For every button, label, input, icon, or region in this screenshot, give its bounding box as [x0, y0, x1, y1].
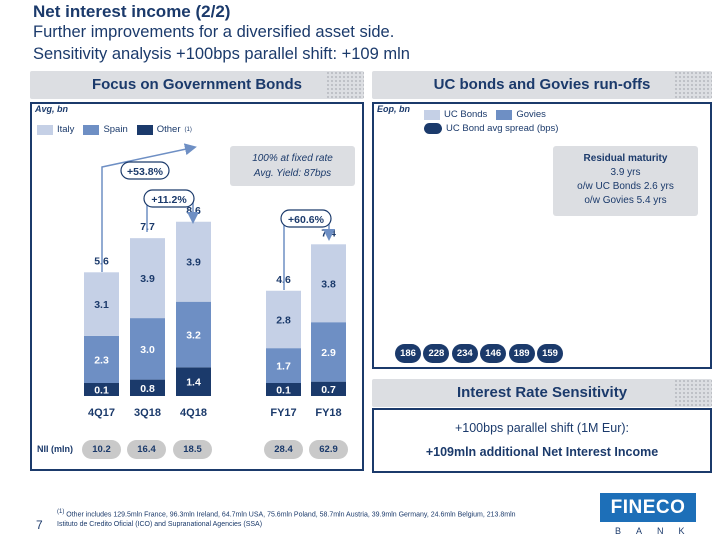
residual-value: 3.9 yrs [610, 167, 641, 178]
fixed-rate-text: 100% at fixed rate [252, 153, 333, 164]
nii-4q18: 18.5 [173, 440, 212, 459]
residual-maturity-box: Residual maturity 3.9 yrs o/w UC Bonds 2… [553, 146, 698, 216]
legend-govies-swatch [496, 109, 513, 120]
legend-govies: Govies [516, 109, 546, 120]
legend-spread: UC Bond avg spread (bps) [446, 123, 559, 134]
spread-pill-2020: 228 [423, 344, 450, 363]
irs-box [372, 408, 712, 473]
avg-yield-text: Avg. Yield: 87bps [253, 168, 332, 179]
page-number: 7 [36, 518, 43, 532]
nii-3q18: 16.4 [127, 440, 166, 459]
spread-pill-2021: 234 [451, 344, 478, 363]
irs-line-1: +100bps parallel shift (1M Eur): [454, 421, 630, 435]
fineco-logo: FINECO [600, 493, 696, 522]
legend-other: Other [156, 124, 181, 135]
right-unit-label: Eop, bn [377, 104, 410, 114]
residual-uc: o/w UC Bonds 2.6 yrs [577, 181, 674, 192]
legend-uc-swatch [424, 109, 440, 120]
nii-4q17: 10.2 [82, 440, 121, 459]
left-panel-title: Focus on Government Bonds [30, 71, 364, 99]
legend-uc-bonds: UC Bonds [444, 109, 488, 120]
spread-pill-2024: 159 [537, 344, 563, 363]
spread-pill-2022: 146 [480, 344, 507, 363]
page-subtitle-1: Further improvements for a diversified a… [33, 23, 395, 41]
fineco-logo-sub: BANK [615, 526, 700, 536]
footnote-line-1: Other includes 129.5mln France, 96.3mln … [66, 511, 516, 519]
right-legend-bars: UC Bonds Govies [424, 109, 546, 120]
legend-italy-swatch [37, 124, 53, 135]
legend-spain-swatch [83, 124, 100, 135]
legend-spread-swatch [424, 123, 442, 134]
spread-pill-2019: 186 [395, 344, 421, 363]
legend-italy: Italy [57, 124, 75, 135]
irs-title: Interest Rate Sensitivity [372, 379, 712, 407]
page-subtitle-2: Sensitivity analysis +100bps parallel sh… [33, 45, 410, 63]
irs-line-2: +109mln additional Net Interest Income [425, 445, 659, 459]
footnote-line-2: Istituto de Credito Oficial (ICO) and Su… [57, 520, 263, 528]
nii-fy18: 62.9 [309, 440, 348, 459]
right-panel-box [372, 102, 712, 369]
left-legend: Italy Spain Other (1) [37, 124, 192, 135]
spread-pill-2023: 189 [508, 344, 535, 363]
page-title: Net interest income (2/2) [33, 2, 231, 21]
right-legend-spread: UC Bond avg spread (bps) [424, 123, 558, 134]
residual-govies: o/w Govies 5.4 yrs [584, 195, 667, 206]
left-unit-label: Avg, bn [35, 104, 68, 114]
fixed-rate-box: 100% at fixed rate Avg. Yield: 87bps [230, 146, 355, 186]
legend-other-note: (1) [184, 126, 192, 133]
nii-label: NII (mln) [37, 444, 73, 454]
residual-title: Residual maturity [583, 153, 668, 164]
footnote-mark: (1) [57, 509, 65, 515]
nii-fy17: 28.4 [264, 440, 303, 459]
legend-spain: Spain [103, 124, 128, 135]
right-panel-title: UC bonds and Govies run-offs [372, 71, 712, 99]
legend-other-swatch [136, 124, 153, 135]
footnote: (1) Other includes 129.5mln France, 96.3… [57, 508, 597, 529]
